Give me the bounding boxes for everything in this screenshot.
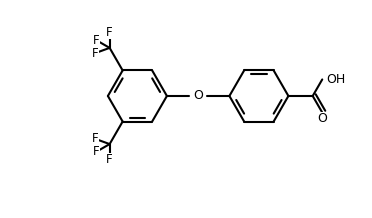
Text: O: O <box>317 112 327 125</box>
Text: F: F <box>92 47 99 60</box>
Text: OH: OH <box>327 73 346 86</box>
Text: F: F <box>92 132 99 145</box>
Text: O: O <box>193 89 203 102</box>
Text: F: F <box>106 153 113 166</box>
Text: F: F <box>93 34 100 47</box>
Text: F: F <box>93 145 100 158</box>
Text: F: F <box>106 26 113 39</box>
